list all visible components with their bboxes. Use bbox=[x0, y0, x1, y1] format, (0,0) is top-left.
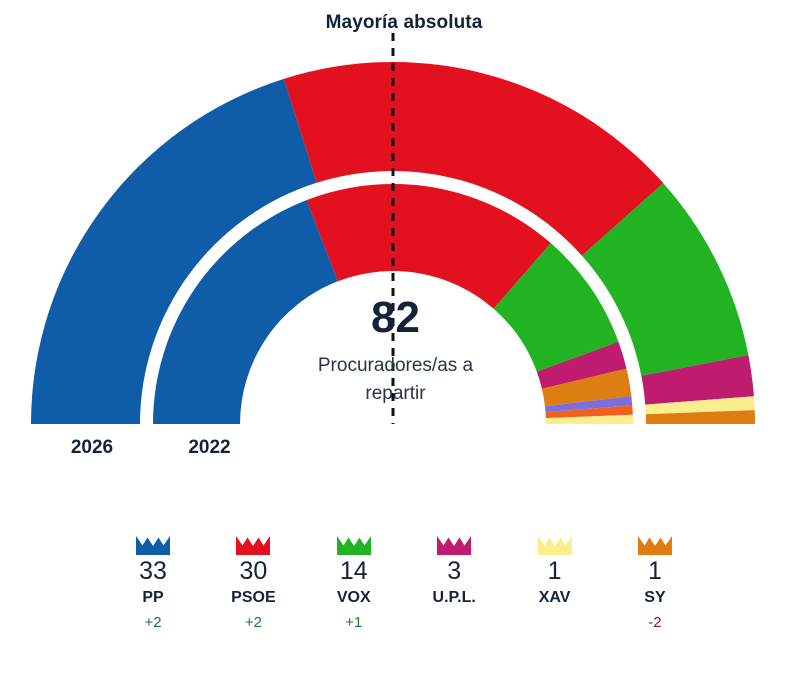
legend-seats-count: 14 bbox=[339, 557, 368, 585]
crown-icon bbox=[437, 536, 472, 555]
crown-icon bbox=[236, 536, 271, 555]
caption-line-1: Procuradores/as a bbox=[317, 355, 474, 376]
arc-segment-2026-sy bbox=[645, 410, 755, 424]
legend-item-vox[interactable]: 14 VOX +1 bbox=[305, 536, 403, 633]
arc-segment-2022-otros bbox=[545, 405, 633, 419]
legend-party-name: PP bbox=[142, 588, 164, 606]
legend-item-xav[interactable]: 1 XAV bbox=[506, 536, 604, 630]
caption-line-2: repartir bbox=[365, 382, 426, 404]
arc-segment-2022-sy bbox=[541, 368, 632, 407]
legend-party-name: SY bbox=[644, 588, 666, 606]
legend-item-sy[interactable]: 1 SY -2 bbox=[606, 536, 704, 633]
legend-seat-delta: +1 bbox=[345, 614, 363, 632]
legend: 33 PP +2 30 PSOE +2 14 VOX +1 3 U.P.L. 1 XAV 1 SY -2 bbox=[104, 536, 704, 633]
total-seats-caption: Procuradores/as a repartir bbox=[253, 352, 538, 407]
legend-party-name: PSOE bbox=[231, 588, 276, 606]
year-label-inner: 2022 bbox=[188, 437, 231, 458]
legend-seats-count: 1 bbox=[547, 557, 562, 585]
legend-seat-delta: +2 bbox=[244, 614, 262, 632]
legend-seats-count: 3 bbox=[447, 557, 462, 585]
legend-item-upl[interactable]: 3 U.P.L. bbox=[405, 536, 503, 630]
seat-arc-chart bbox=[31, 33, 755, 425]
arc-segment-2022-otros bbox=[544, 396, 633, 413]
legend-seat-delta: +2 bbox=[144, 614, 162, 632]
arc-segment-2022-psoe bbox=[306, 184, 551, 309]
legend-item-psoe[interactable]: 30 PSOE +2 bbox=[204, 536, 302, 633]
arc-segment-2022-vox bbox=[493, 243, 619, 372]
year-label-outer: 2026 bbox=[70, 437, 114, 458]
arc-segment-2022-upl bbox=[536, 341, 627, 389]
arc-segment-2026-upl bbox=[641, 355, 754, 405]
inner-ring-2022 bbox=[153, 184, 633, 424]
legend-party-name: XAV bbox=[538, 588, 571, 606]
legend-seats-count: 1 bbox=[648, 557, 662, 585]
legend-seats-count: 30 bbox=[239, 557, 268, 585]
arc-segment-2026-vox bbox=[581, 183, 749, 376]
legend-party-name: U.P.L. bbox=[432, 588, 476, 606]
crown-icon bbox=[336, 536, 371, 555]
crown-icon bbox=[537, 536, 572, 555]
crown-icon bbox=[637, 536, 672, 555]
majority-label: Mayoría absoluta bbox=[325, 12, 483, 33]
legend-party-name: VOX bbox=[336, 588, 371, 606]
arc-segment-2022-xav bbox=[545, 414, 633, 424]
legend-seat-delta: -2 bbox=[648, 614, 662, 632]
arc-segment-2026-xav bbox=[645, 396, 755, 415]
arc-segment-2026-psoe bbox=[283, 62, 664, 256]
arc-segment-2026-pp bbox=[31, 78, 317, 425]
legend-item-pp[interactable]: 33 PP +2 bbox=[104, 536, 202, 633]
crown-icon bbox=[136, 536, 170, 555]
legend-seats-count: 33 bbox=[139, 557, 167, 585]
outer-ring-2026 bbox=[31, 62, 755, 425]
total-seats-value: 82 bbox=[371, 293, 420, 342]
arc-segment-2022-pp bbox=[153, 200, 338, 424]
